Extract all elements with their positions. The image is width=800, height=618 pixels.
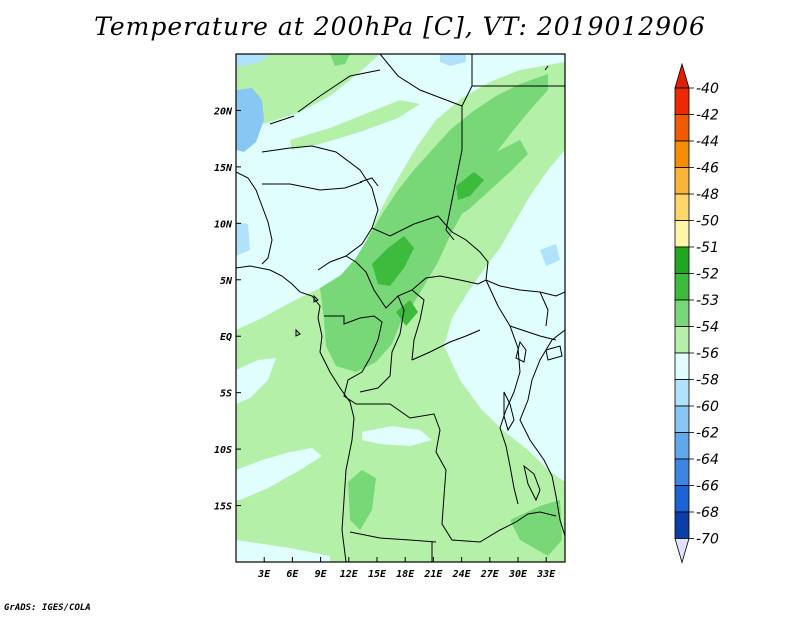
grads-credit: GrADS: IGES/COLA (4, 603, 91, 613)
colorbar-swatch (674, 432, 690, 460)
colorbar-swatch (674, 379, 690, 407)
latitude-tick-label: EQ (220, 332, 232, 343)
colorbar-label: -42 (696, 108, 719, 124)
latitude-tick-label: 10S (214, 445, 232, 456)
colorbar-swatch (674, 405, 690, 433)
colorbar-label: -44 (696, 134, 719, 150)
longitude-tick-label: 24E (452, 569, 472, 580)
colorbar-top-arrow (674, 62, 690, 89)
longitude-tick-label: 6E (286, 569, 299, 580)
temperature-field-region (330, 54, 350, 66)
colorbar-label: -58 (696, 373, 719, 389)
temperature-field-region (372, 236, 414, 286)
temperature-field-region (440, 54, 466, 66)
latitude-tick-label: 15N (214, 163, 233, 174)
temperature-field-region (236, 88, 264, 152)
colorbar: -40 -42 -44 -46 -48 -50 -51 -52 -53 -54 -56 -58 -60 -… (674, 62, 719, 564)
colorbar-label: -48 (696, 187, 719, 203)
temperature-field-region (540, 244, 560, 266)
colorbar-swatch (674, 140, 690, 168)
temperature-field-region (236, 448, 322, 500)
latitude-axis: 20N 15N 10N 5N EQ 5S 10S 15S (213, 106, 241, 513)
temperature-field-region (236, 540, 330, 562)
colorbar-label: -60 (696, 399, 719, 415)
colorbar-swatch (674, 485, 690, 513)
colorbar-bottom-arrow (674, 538, 690, 564)
colorbar-swatch (674, 167, 690, 195)
map-coastlines (236, 54, 565, 562)
longitude-tick-label: 15E (368, 569, 387, 580)
colorbar-label: -66 (696, 479, 719, 495)
temperature-field-region (456, 172, 484, 200)
longitude-tick-label: 9E (315, 569, 328, 580)
colorbar-swatch (674, 352, 690, 380)
colorbar-label: -68 (696, 505, 719, 521)
temperature-field-region (320, 74, 548, 372)
colorbar-label: -64 (696, 452, 719, 468)
longitude-tick-label: 30E (508, 569, 528, 580)
latitude-tick-label: 5N (220, 276, 233, 287)
colorbar-swatch (674, 114, 690, 142)
colorbar-label: -40 (696, 81, 719, 97)
colorbar-swatch (674, 326, 690, 354)
longitude-tick-label: 3E (257, 569, 271, 580)
temperature-field-region (236, 54, 380, 130)
temperature-field-region (362, 426, 432, 446)
temperature-field-region (236, 222, 250, 256)
colorbar-label: -53 (696, 293, 719, 309)
colorbar-label: -50 (696, 214, 719, 230)
colorbar-label: -56 (696, 346, 719, 362)
colorbar-label: -51 (696, 240, 719, 256)
latitude-tick-label: 10N (214, 219, 233, 230)
map-frame (235, 53, 566, 563)
latitude-tick-label: 5S (220, 389, 232, 400)
temperature-field-region (236, 54, 268, 66)
temperature-field-region (348, 470, 376, 530)
latitude-tick-label: 15S (214, 502, 232, 513)
colorbar-label: -52 (696, 267, 719, 283)
latitude-tick-label: 20N (213, 106, 233, 117)
longitude-tick-label: 21E (423, 569, 443, 580)
colorbar-swatch (674, 87, 690, 115)
colorbar-swatch (674, 246, 690, 274)
colorbar-label: -70 (696, 532, 719, 548)
colorbar-swatch (674, 299, 690, 327)
colorbar-swatch (674, 458, 690, 486)
colorbar-swatch (674, 273, 690, 301)
map-plot-area (236, 54, 565, 562)
colorbar-swatch (674, 511, 690, 539)
map-title: Temperature at 200hPa [C], VT: 201901290… (94, 12, 706, 41)
colorbar-label: -62 (696, 426, 719, 442)
colorbar-swatch (674, 193, 690, 221)
longitude-tick-label: 27E (480, 569, 500, 580)
longitude-tick-label: 12E (340, 569, 359, 580)
longitude-tick-label: 33E (536, 569, 556, 580)
temperature-field-region (396, 300, 418, 326)
colorbar-label: -54 (696, 320, 719, 336)
temperature-field-region (290, 100, 420, 150)
colorbar-swatch (674, 220, 690, 248)
colorbar-label: -46 (696, 161, 719, 177)
longitude-axis: 3E 6E 9E 12E 15E 18E 21E 24E 27E 30E 33E (257, 557, 556, 580)
longitude-tick-label: 18E (396, 569, 415, 580)
temperature-field-region (236, 358, 276, 404)
